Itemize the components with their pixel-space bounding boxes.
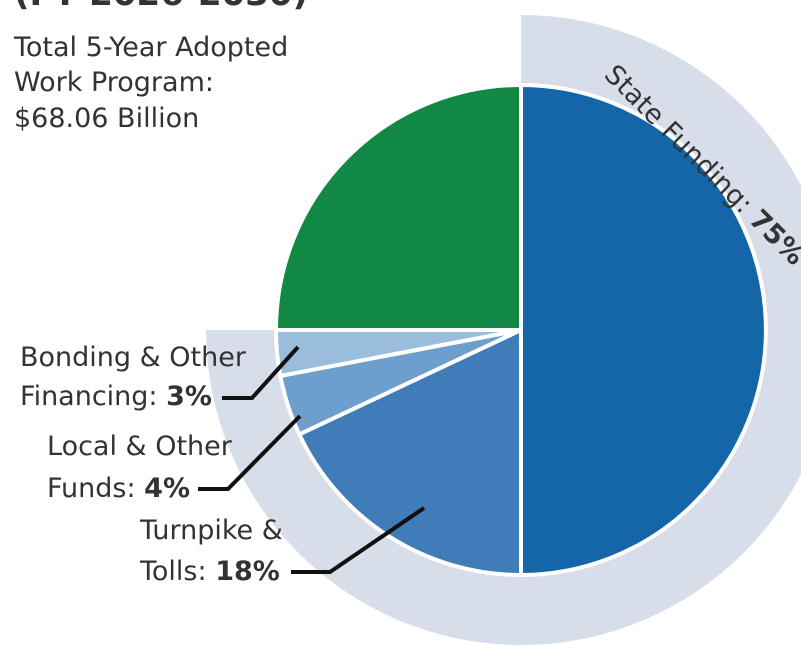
leader-line-turnpike bbox=[291, 506, 426, 574]
turnpike-label-line-2: Tolls: 18% bbox=[139, 556, 280, 587]
pie-slice-federal-funding bbox=[273, 82, 523, 332]
chart-title: (FY 2026-2030) bbox=[14, 0, 308, 14]
pie-slice-turnpike-tolls bbox=[296, 326, 523, 578]
turnpike-pct: 18% bbox=[215, 556, 280, 587]
bonding-label-line-2: Financing: 3% bbox=[20, 381, 212, 412]
local-label-line-1: Local & Other bbox=[47, 431, 233, 462]
leader-line-local bbox=[198, 414, 302, 491]
turnpike-label-text: Tolls: bbox=[139, 556, 215, 587]
pie-slice-state-funding bbox=[519, 82, 768, 578]
bonding-label-text: Financing: bbox=[20, 381, 166, 412]
total-line-1: Total 5-Year Adopted bbox=[13, 32, 288, 63]
local-label-line-2: Funds: 4% bbox=[47, 473, 190, 504]
leader-line-bonding bbox=[222, 345, 300, 400]
pie-slice-bonding-financing bbox=[273, 328, 522, 379]
local-pct: 4% bbox=[144, 473, 190, 504]
local-label-text: Funds: bbox=[47, 473, 144, 504]
bonding-pct: 3% bbox=[166, 381, 212, 412]
bonding-label-line-1: Bonding & Other bbox=[20, 342, 247, 373]
turnpike-label-line-1: Turnpike & bbox=[139, 515, 283, 546]
total-line-2: Work Program: bbox=[14, 67, 214, 98]
total-line-3: $68.06 Billion bbox=[14, 103, 199, 134]
